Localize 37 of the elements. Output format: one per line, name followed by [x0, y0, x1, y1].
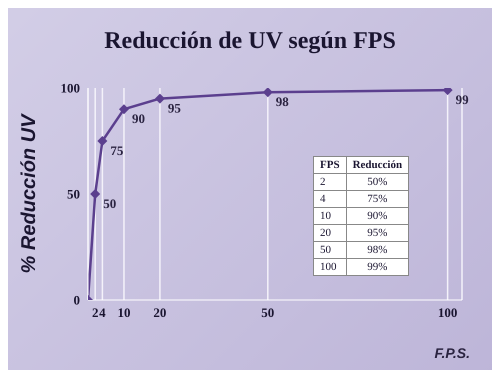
- data-label: 99: [456, 92, 470, 108]
- annotation: 2: [314, 174, 346, 190]
- y-tick-label: 100: [60, 80, 80, 96]
- point: [90, 189, 100, 199]
- annotation: 100: [314, 258, 346, 276]
- x-tick-label: 10: [117, 305, 130, 320]
- x-tick-label: 2: [92, 305, 98, 320]
- annotation: 98%: [346, 242, 409, 258]
- point: [118, 104, 129, 114]
- data-label: 50: [103, 196, 116, 211]
- point: [154, 94, 165, 104]
- y-tick-label: 0: [74, 292, 80, 308]
- data-label: 75: [110, 143, 124, 158]
- y-axis-title: % Reducción UV: [18, 112, 40, 274]
- y-tick-label: 50: [67, 186, 80, 202]
- annotation: 75%: [346, 190, 409, 208]
- annotation: FPS: [314, 156, 346, 174]
- annotation: 50%: [346, 174, 409, 190]
- annotation: 90%: [346, 208, 409, 224]
- annotation: Reducción: [346, 156, 409, 174]
- point: [97, 136, 108, 146]
- annotation: 10: [314, 208, 346, 224]
- annotation: 20: [314, 224, 346, 242]
- annotation: 95%: [346, 224, 409, 242]
- annotation: 4: [314, 190, 346, 208]
- x-axis-title: F.P.S.: [434, 345, 470, 361]
- x-tick-label: 100: [438, 305, 458, 320]
- chart-title: Reducción de UV según FPS: [103, 28, 397, 55]
- data-label: 95: [168, 100, 182, 116]
- x-tick-label: 50: [261, 305, 274, 320]
- annotation: 50: [314, 242, 346, 258]
- annotation: 99%: [346, 258, 409, 276]
- point: [262, 88, 273, 98]
- x-tick-label: 20: [153, 305, 166, 320]
- data-label: 98: [276, 94, 290, 110]
- data-label: 90: [132, 111, 145, 126]
- x-tick-label: 4: [99, 305, 106, 320]
